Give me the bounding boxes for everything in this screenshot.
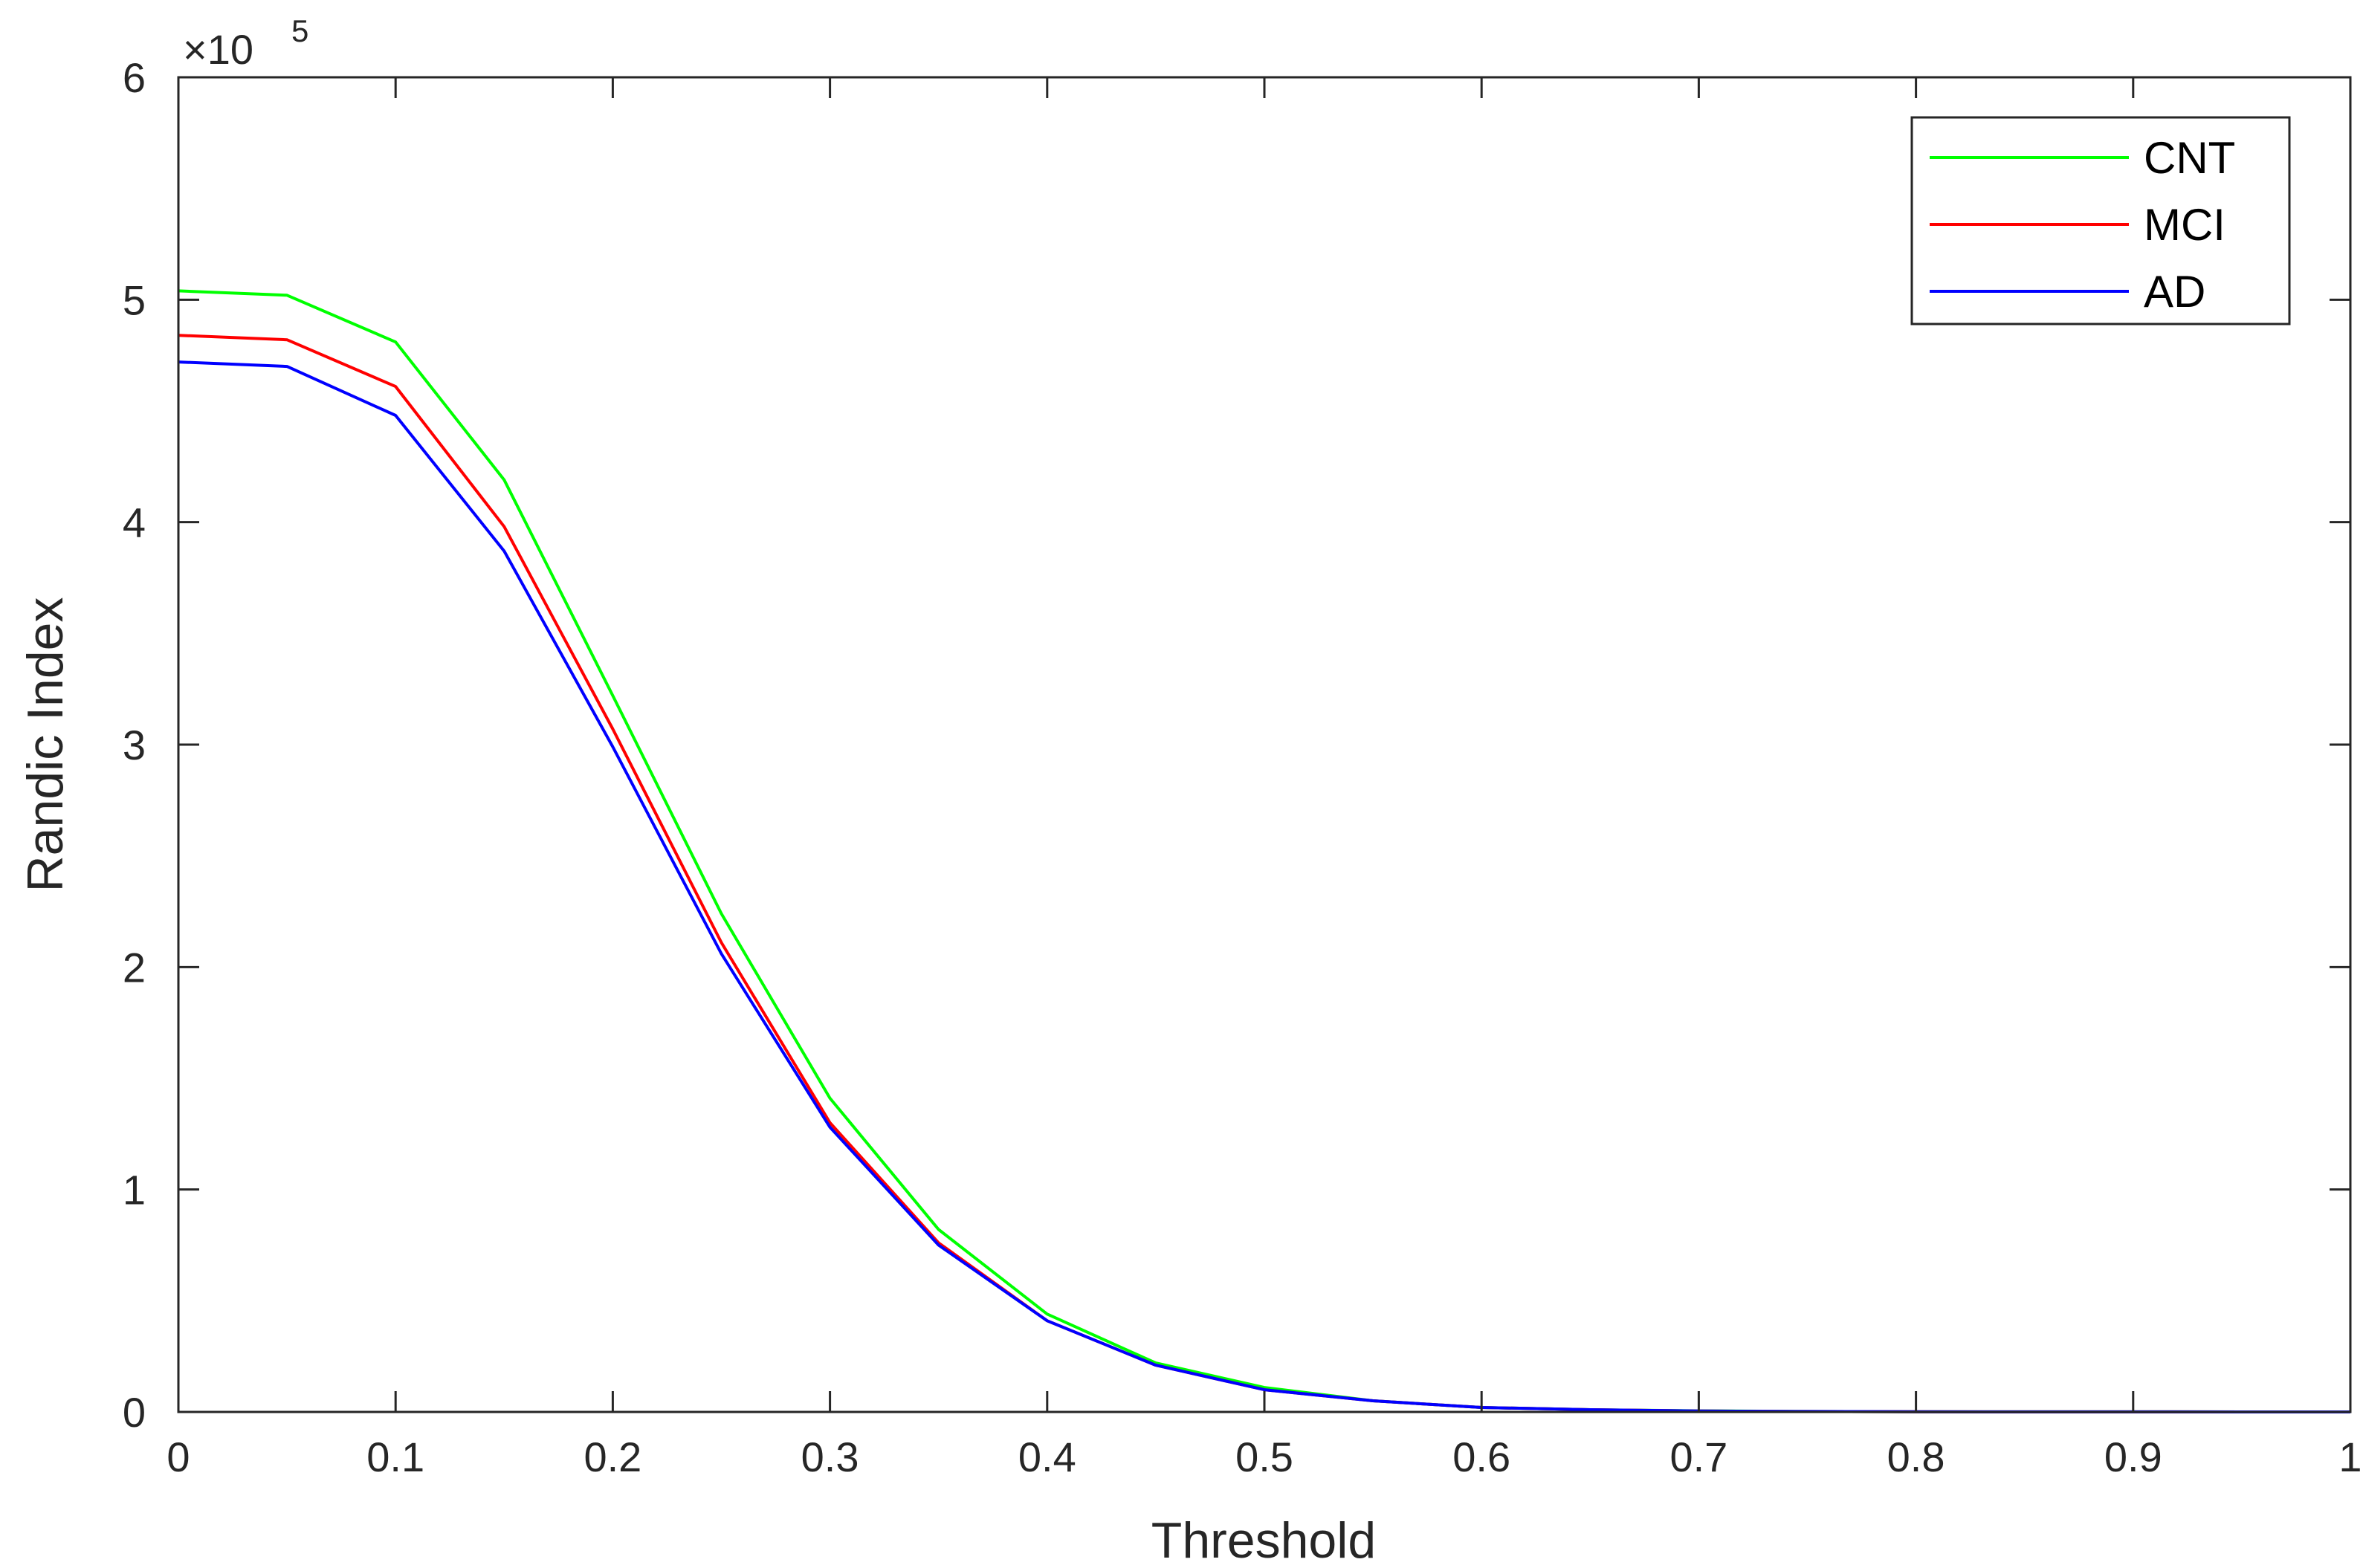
x-tick-label: 0.7: [1669, 1433, 1727, 1480]
x-tick-label: 0: [167, 1433, 190, 1480]
legend: CNT MCI AD: [1910, 116, 2291, 325]
y-exponent: 5: [291, 13, 308, 48]
y-tick-label: 4: [123, 499, 146, 546]
y-tick-label: 2: [123, 944, 146, 991]
x-tick-label: 1: [2338, 1433, 2362, 1480]
x-tick-label: 0.5: [1235, 1433, 1293, 1480]
y-exponent-label: ×10 5: [183, 13, 308, 73]
x-tick-label: 0.3: [801, 1433, 859, 1480]
legend-label-mci: MCI: [2144, 200, 2225, 250]
x-tick-label: 0.1: [366, 1433, 424, 1480]
y-tick-label: 6: [123, 54, 146, 101]
x-tick-label: 0.8: [1887, 1433, 1945, 1480]
x-tick-label: 0.4: [1018, 1433, 1076, 1480]
y-multiplier: ×10: [183, 26, 253, 73]
x-tick-label: 0.2: [584, 1433, 641, 1480]
legend-label-ad: AD: [2144, 267, 2205, 317]
x-tick-label: 0.6: [1452, 1433, 1510, 1480]
legend-label-cnt: CNT: [2144, 133, 2235, 183]
y-tick-label: 3: [123, 722, 146, 768]
y-tick-label: 0: [123, 1389, 146, 1436]
ticks-layer: 0 0.1 0.2 0.3 0.4 0.5 0.6 0.7 0.8 0.9 1 0 1 2 3 4 5 6: [123, 54, 2362, 1480]
x-tick-label: 0.9: [2104, 1433, 2162, 1480]
y-tick-label: 5: [123, 276, 146, 323]
x-axis-label: Threshold: [1151, 1512, 1376, 1568]
plot-frame: [177, 76, 2352, 1413]
y-axis-label: Randic Index: [17, 597, 74, 892]
y-tick-label: 1: [123, 1167, 146, 1214]
legend-box: [1910, 116, 2291, 325]
